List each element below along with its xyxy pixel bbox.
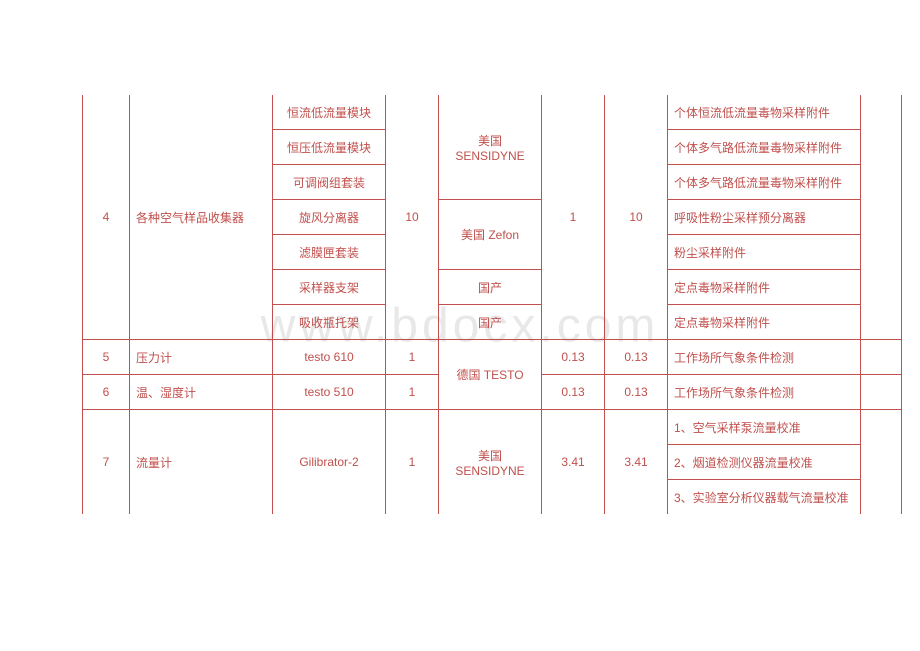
cell-v1: 0.13	[542, 340, 605, 375]
cell-blank	[861, 375, 902, 410]
cell-index: 6	[83, 375, 130, 410]
cell-desc: 工作场所气象条件检测	[668, 340, 861, 375]
cell-index: 7	[83, 410, 130, 515]
cell-desc: 个体多气路低流量毒物采样附件	[668, 130, 861, 165]
cell-desc: 呼吸性粉尘采样预分离器	[668, 200, 861, 235]
cell-qty: 1	[386, 410, 439, 515]
cell-model: Gilibrator-2	[273, 410, 386, 515]
cell-index: 5	[83, 340, 130, 375]
cell-qty: 10	[386, 95, 439, 340]
cell-desc: 定点毒物采样附件	[668, 305, 861, 340]
cell-desc: 粉尘采样附件	[668, 235, 861, 270]
cell-model: 恒压低流量模块	[273, 130, 386, 165]
cell-mfr: 国产	[439, 270, 542, 305]
cell-v2: 0.13	[605, 375, 668, 410]
cell-blank	[861, 340, 902, 375]
cell-model: 旋风分离器	[273, 200, 386, 235]
cell-mfr: 美国 SENSIDYNE	[439, 95, 542, 200]
cell-name: 压力计	[130, 340, 273, 375]
cell-model: 采样器支架	[273, 270, 386, 305]
cell-v2: 3.41	[605, 410, 668, 515]
cell-mfr: 德国 TESTO	[439, 340, 542, 410]
cell-v2: 0.13	[605, 340, 668, 375]
cell-desc: 工作场所气象条件检测	[668, 375, 861, 410]
cell-model: testo 510	[273, 375, 386, 410]
cell-blank	[861, 410, 902, 515]
cell-mfr: 美国 Zefon	[439, 200, 542, 270]
cell-model: 恒流低流量模块	[273, 95, 386, 130]
cell-model: 可调阀组套装	[273, 165, 386, 200]
cell-model: testo 610	[273, 340, 386, 375]
cell-index: 4	[83, 95, 130, 340]
cell-desc: 个体多气路低流量毒物采样附件	[668, 165, 861, 200]
table-row: 4 各种空气样品收集器 恒流低流量模块 10 美国 SENSIDYNE 1 10…	[83, 95, 902, 130]
cell-v1: 0.13	[542, 375, 605, 410]
cell-v1: 3.41	[542, 410, 605, 515]
cell-desc: 2、烟道检测仪器流量校准	[668, 445, 861, 480]
equipment-table: 4 各种空气样品收集器 恒流低流量模块 10 美国 SENSIDYNE 1 10…	[82, 95, 902, 514]
cell-v2: 10	[605, 95, 668, 340]
table-row: 7 流量计 Gilibrator-2 1 美国 SENSIDYNE 3.41 3…	[83, 410, 902, 445]
cell-qty: 1	[386, 375, 439, 410]
cell-desc: 定点毒物采样附件	[668, 270, 861, 305]
cell-qty: 1	[386, 340, 439, 375]
cell-model: 吸收瓶托架	[273, 305, 386, 340]
cell-model: 滤膜匣套装	[273, 235, 386, 270]
cell-desc: 3、实验室分析仪器载气流量校准	[668, 480, 861, 515]
cell-mfr: 国产	[439, 305, 542, 340]
cell-mfr: 美国 SENSIDYNE	[439, 410, 542, 515]
cell-v1: 1	[542, 95, 605, 340]
cell-name: 温、湿度计	[130, 375, 273, 410]
cell-blank	[861, 95, 902, 340]
table-row: 5 压力计 testo 610 1 德国 TESTO 0.13 0.13 工作场…	[83, 340, 902, 375]
cell-name: 流量计	[130, 410, 273, 515]
cell-name: 各种空气样品收集器	[130, 95, 273, 340]
cell-desc: 1、空气采样泵流量校准	[668, 410, 861, 445]
cell-desc: 个体恒流低流量毒物采样附件	[668, 95, 861, 130]
